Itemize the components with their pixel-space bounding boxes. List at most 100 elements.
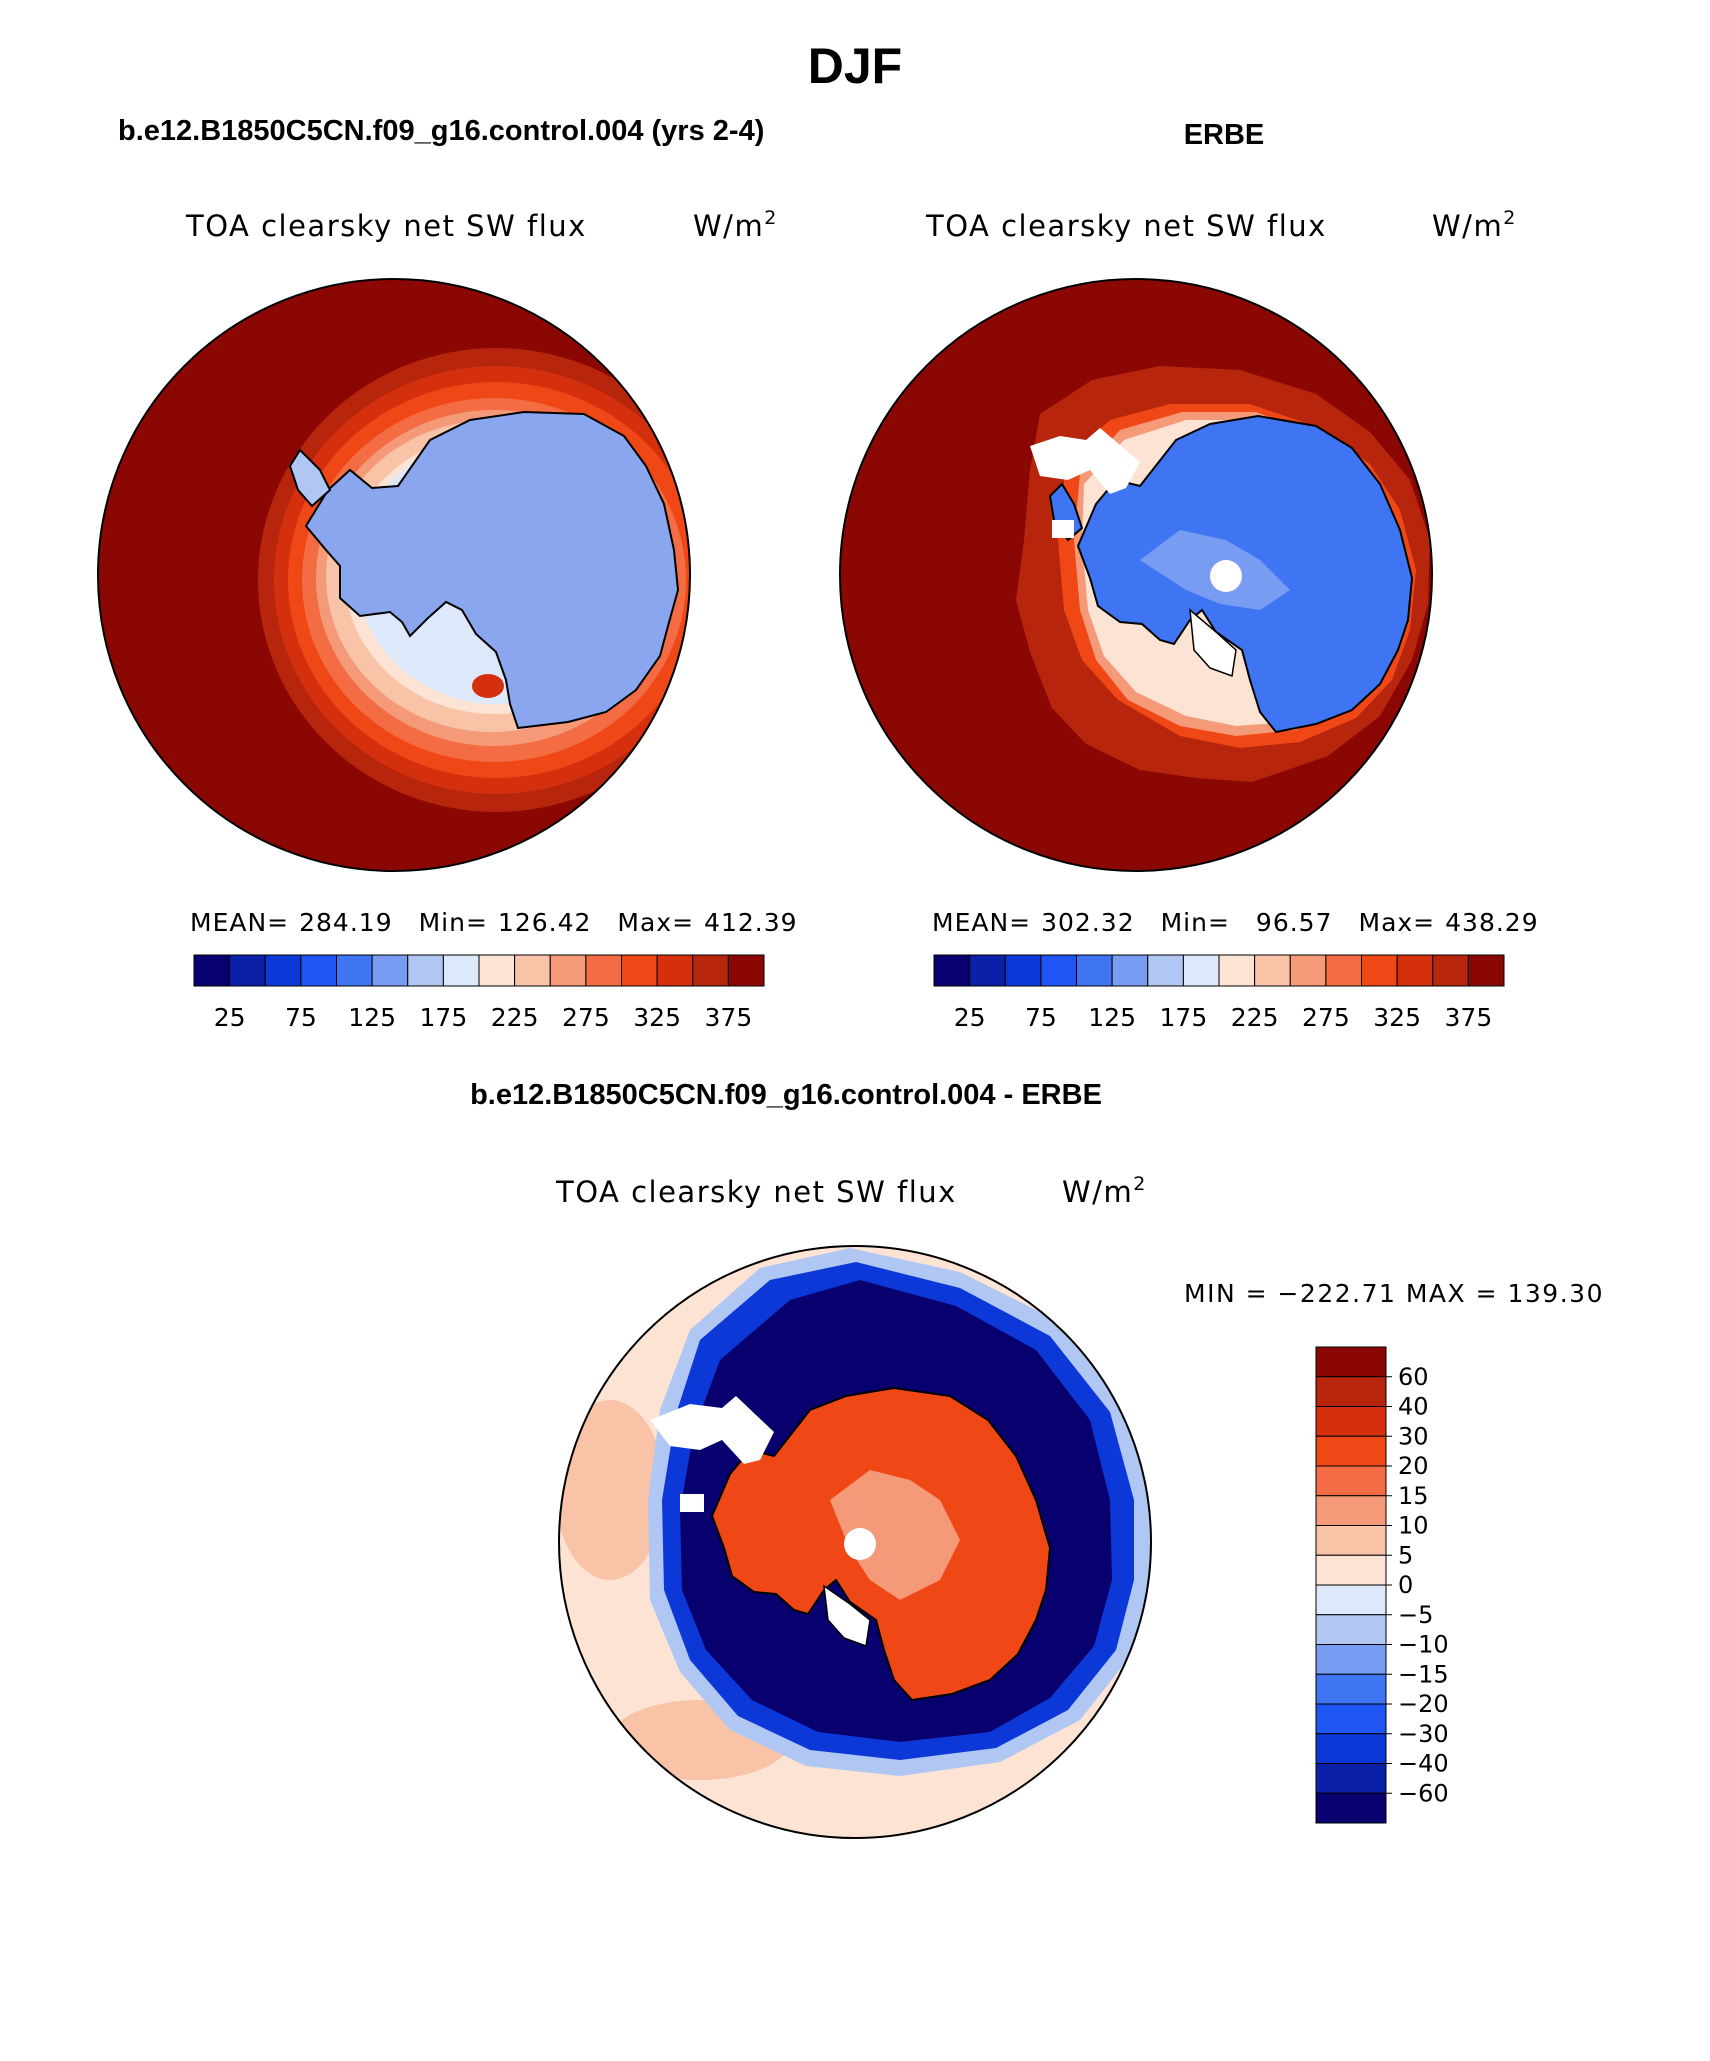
panel-c-colorbar-swatch	[1315, 1792, 1387, 1824]
panel-a-colorbar-swatch	[656, 954, 694, 987]
panel-c-colorbar-swatch	[1315, 1763, 1387, 1794]
panel-c-colorbar-tick-label: 5	[1398, 1541, 1413, 1569]
panel-b-colorbar-tick-label: 125	[1088, 1003, 1136, 1032]
panel-b-colorbar-tick-label: 25	[954, 1003, 986, 1032]
panel-b-colorbar-swatch	[1325, 954, 1362, 987]
panel-c-colorbar-swatch	[1315, 1435, 1387, 1467]
panel-b-colorbar-swatch	[1432, 954, 1469, 987]
panel-b-colorbar-swatch	[1289, 954, 1327, 987]
panel-b-colorbar-swatch	[1111, 954, 1149, 987]
panel-c-colorbar-swatch	[1315, 1584, 1387, 1616]
panel-c-pole-hole	[844, 1528, 876, 1560]
panel-b-map	[840, 279, 1432, 871]
panel-c-missing-data	[650, 1396, 774, 1464]
panel-c-colorbar-tick-label: 40	[1398, 1393, 1429, 1421]
panel-c-title: b.e12.B1850C5CN.f09_g16.control.004 - ER…	[470, 1079, 1102, 1111]
panel-c-colorbar-tick-label: −40	[1398, 1750, 1449, 1778]
panel-c-colorbar-tick-label: −20	[1398, 1690, 1449, 1718]
panel-a-colorbar-swatch	[514, 954, 551, 987]
panel-b-ross-missing	[1189, 608, 1237, 678]
panel-a-continent	[304, 410, 680, 730]
panel-a-units: W/m2	[693, 207, 778, 243]
panel-a-colorbar-tick-label: 75	[285, 1003, 317, 1032]
panel-c-field: TOA clearsky net SW flux	[555, 1175, 957, 1209]
panel-a-colorbar-swatch	[549, 954, 587, 987]
panel-c-colorbar-swatch	[1315, 1673, 1387, 1705]
panel-a-colorbar-tick-label: 275	[562, 1003, 610, 1032]
panel-b-colorbar-tick-label: 175	[1160, 1003, 1208, 1032]
panel-b-map-border	[839, 278, 1433, 872]
panel-b-title: ERBE	[1184, 119, 1265, 151]
panel-a-colorbar-swatch	[585, 954, 622, 987]
panel-c-map	[559, 1246, 1151, 1838]
panel-a: TOA clearsky net SW flux W/m2 MEAN= 284.1…	[97, 207, 798, 1032]
panel-c-colorbar-tick-label: −15	[1398, 1660, 1449, 1688]
panel-b-colorbar-swatch	[1467, 954, 1505, 987]
panel-b-colorbar-swatch	[1361, 954, 1398, 987]
panel-a-colorbar-swatch	[264, 954, 302, 987]
panel-c-colorbar-swatch	[1315, 1465, 1387, 1497]
panel-a-colorbar-tick-label: 325	[633, 1003, 681, 1032]
panel-a-colorbar-tick-label: 375	[705, 1003, 753, 1032]
panel-a-colorbar-swatch	[336, 954, 373, 987]
panel-c-colorbar-tick-label: 15	[1398, 1482, 1429, 1510]
panel-b-colorbar-tick-label: 275	[1302, 1003, 1350, 1032]
panel-b-field: TOA clearsky net SW flux	[925, 209, 1327, 243]
panel-a-colorbar-swatch	[300, 954, 337, 987]
panel-c-colorbar-swatch	[1315, 1495, 1387, 1526]
panel-c-colorbar-swatch	[1315, 1614, 1387, 1645]
panel-a-map-border	[97, 278, 691, 872]
panel-b-units: W/m2	[1432, 207, 1517, 243]
panel-a-ross-warm	[472, 674, 504, 698]
panel-b-colorbar-tick-label: 75	[1025, 1003, 1057, 1032]
panel-c-colorbar-swatch	[1315, 1703, 1387, 1735]
panel-b-colorbar-tick-label: 325	[1373, 1003, 1421, 1032]
panel-a-stats: MEAN= 284.19 Min= 126.42 Max= 412.39	[190, 908, 798, 937]
panel-c-missing-data-2	[680, 1494, 704, 1512]
panel-a-colorbar: 25 75 125 175 225 275 325 375	[193, 954, 765, 1032]
panel-c-colorbar-tick-label: 30	[1398, 1422, 1429, 1450]
panel-a-colorbar-swatch	[193, 954, 231, 987]
panel-b-colorbar-swatch	[1182, 954, 1220, 987]
panel-a-colorbar-tick-label: 175	[420, 1003, 468, 1032]
panel-b: TOA clearsky net SW flux W/m2 MEAN= 302.3…	[839, 207, 1539, 1032]
panel-b-colorbar-swatch	[933, 954, 971, 987]
panel-c-colorbar-swatch	[1315, 1406, 1387, 1437]
panel-a-colorbar-swatch	[621, 954, 658, 987]
panel-b-colorbar-swatch	[1040, 954, 1077, 987]
panel-c-units: W/m2	[1062, 1173, 1147, 1209]
figure-title: DJF	[808, 38, 902, 94]
panel-b-missing-data	[1030, 428, 1140, 494]
panel-a-title: b.e12.B1850C5CN.f09_g16.control.004 (yrs…	[118, 115, 764, 147]
panel-c-colorbar-swatch	[1315, 1644, 1387, 1675]
panel-a-colorbar-swatch	[407, 954, 444, 987]
panel-b-colorbar-swatch	[1076, 954, 1113, 987]
panel-a-map	[98, 279, 690, 871]
panel-b-colorbar: 25 75 125 175 225 275 325 375	[933, 954, 1505, 1032]
panel-b-pole-hole	[1210, 560, 1242, 592]
panel-b-colorbar-swatch	[1004, 954, 1042, 987]
panel-a-colorbar-swatch	[442, 954, 480, 987]
panel-a-colorbar-tick-label: 25	[214, 1003, 246, 1032]
panel-c-colorbar-tick-label: −5	[1398, 1601, 1433, 1629]
panel-b-colorbar-swatch	[1254, 954, 1291, 987]
panel-a-colorbar-tick-label: 125	[348, 1003, 396, 1032]
panel-c-colorbar-tick-label: 10	[1398, 1512, 1429, 1540]
panel-c-interior-light	[830, 1470, 960, 1600]
panel-c-colorbar-tick-label: 0	[1398, 1571, 1413, 1599]
panel-c-warm-patch-1	[559, 1400, 665, 1580]
panel-a-colorbar-swatch	[727, 954, 765, 987]
panel-c-colorbar-swatch	[1315, 1346, 1387, 1378]
panel-b-stats: MEAN= 302.32 Min= 96.57 Max= 438.29	[932, 908, 1539, 937]
panel-c-map-border	[558, 1245, 1152, 1839]
panel-a-colorbar-swatch	[371, 954, 409, 987]
panel-a-colorbar-swatch	[229, 954, 266, 987]
panel-b-colorbar-tick-label: 375	[1445, 1003, 1493, 1032]
panel-a-colorbar-tick-label: 225	[491, 1003, 539, 1032]
panel-b-colorbar-swatch	[1147, 954, 1184, 987]
panel-a-colorbar-swatch	[692, 954, 729, 987]
panel-b-colorbar-swatch	[969, 954, 1006, 987]
panel-a-colorbar-swatch	[478, 954, 516, 987]
